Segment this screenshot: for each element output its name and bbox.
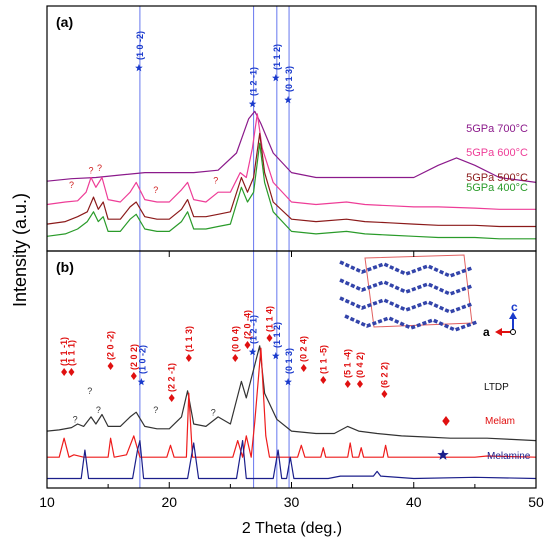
peak-label-melam-0-4-2: (0 4 2) [355, 352, 365, 378]
series-line-5gpa-600-c [46, 113, 536, 210]
question-mark-b-3: ? [153, 405, 158, 415]
question-mark-a-1: ? [89, 166, 94, 176]
series-line-ltdp [46, 345, 537, 442]
panel-a-frame [46, 5, 537, 252]
question-mark-b-1: ? [87, 386, 92, 396]
peak-label-melam-2-2-1: (2 2 -1) [167, 363, 177, 392]
peak-star-melamine-1-1-2-icon [272, 352, 280, 360]
peak-label-melam-1-1-1: (1 1 1) [66, 340, 76, 366]
peak-star-melamine-1-0-2-icon [137, 378, 146, 386]
peak-diamond-melam-0-0-4-icon [232, 354, 239, 362]
peak-diamond-melam-1-1-4-icon [266, 334, 273, 342]
question-mark-b-0: ? [73, 414, 78, 424]
peak-star-melamine-1-2-1-icon [248, 348, 257, 356]
series-label-5gpa-700-c: 5GPa 700°C [466, 123, 528, 135]
question-mark-a-3: ? [153, 185, 158, 195]
question-mark-b-4: ? [211, 407, 216, 417]
question-mark-a-0: ? [69, 180, 74, 190]
question-mark-a-2: ? [97, 163, 102, 173]
peak-diamond-melam-1-1-1-icon [68, 368, 75, 376]
question-mark-a-4: ? [213, 175, 218, 185]
peak-label-melam-1-1-1: (1 1 -1) [59, 337, 69, 366]
peak-diamond-melam-2-0-2-icon [130, 372, 137, 380]
x-tick-label-50: 50 [528, 494, 544, 510]
question-mark-b-2: ? [96, 405, 101, 415]
series-label-melamine: Melamine [487, 451, 531, 462]
x-axis-label: 2 Theta (deg.) [242, 520, 342, 537]
peak-label-a-0-1-3: (0 1 3) [284, 66, 294, 92]
peak-label-melamine-1-0-2: (1 0 -2) [137, 345, 147, 374]
peak-diamond-melam-6-2-2-icon [381, 390, 388, 398]
plot-lines-layer [46, 6, 537, 488]
series-label-melam: Melam [485, 416, 515, 427]
series-line-5gpa-500-c [46, 132, 536, 228]
peak-label-a-1-2-1: (1 2 -1) [249, 67, 259, 96]
panel-b-label: (b) [56, 259, 74, 275]
series-line-5gpa-700-c [46, 110, 537, 183]
peak-label-melamine-0-1-3: (0 1 3) [284, 348, 294, 374]
peak-label-melam-1-1-5: (1 1 -5) [318, 345, 328, 374]
peak-star-a-1-0-2-icon [135, 64, 143, 72]
peak-diamond-melam-5-1-4-icon [344, 380, 351, 388]
peak-diamond-melam-1-1-3-icon [185, 354, 192, 362]
x-tick-label-20: 20 [161, 494, 177, 510]
peak-label-melamine-1-2-1: (1 2 -1) [249, 315, 259, 344]
peak-star-melamine-0-1-3-icon [284, 378, 292, 386]
melam-legend-diamond-icon [442, 416, 450, 426]
inset-chain [339, 278, 473, 296]
peak-diamond-melam-0-2-4-icon [300, 364, 307, 372]
melamine-legend-star-icon [437, 449, 449, 460]
series-line-melam [47, 347, 537, 458]
axis-c-label: c [511, 300, 518, 314]
peak-label-a-1-1-2: (1 1 2) [272, 44, 282, 70]
peak-diamond-melam-2-2-1-icon [168, 394, 175, 402]
peak-label-melam-0-0-4: (0 0 4) [230, 326, 240, 352]
peak-label-melam-2-0-2: (2 0 2) [129, 344, 139, 370]
peak-diamond-melam-1-1-5-icon [320, 376, 327, 384]
peak-label-melam-1-1-4: (1 1 4) [264, 306, 274, 332]
x-tick-label-10: 10 [39, 494, 55, 510]
peak-label-melam-1-1-3: (1 1 3) [184, 326, 194, 352]
peak-diamond-melam-1-1-1-icon [61, 368, 68, 376]
series-label-ltdp: LTDP [484, 382, 509, 393]
inset-chain [339, 260, 473, 278]
inset-chain [344, 314, 478, 332]
peak-label-melam-2-0-2: (2 0 -2) [106, 331, 116, 360]
series-label-5gpa-400-c: 5GPa 400°C [466, 182, 528, 194]
axis-c-arrowhead-icon [509, 312, 517, 319]
peak-label-melam-2-0-4: (2 0 -4) [242, 310, 252, 339]
peak-label-melam-0-2-4: (0 2 4) [299, 336, 309, 362]
x-tick-label-40: 40 [406, 494, 422, 510]
series-line-5gpa-400-c [46, 142, 536, 240]
peak-star-a-0-1-3-icon [284, 96, 292, 104]
peak-label-melam-6-2-2: (6 2 2) [379, 362, 389, 388]
x-axis: 10 20 30 40 50 [39, 251, 544, 510]
peak-label-melamine-1-1-2: (1 1 2) [272, 322, 282, 348]
y-axis-label: Intensity (a.u.) [10, 193, 30, 307]
axis-a-label: a [483, 325, 490, 339]
peak-diamond-melam-2-0-2-icon [107, 362, 114, 370]
peak-label-a-1-0-2: (1 0 -2) [135, 31, 145, 60]
axis-origin-icon [510, 329, 516, 335]
series-label-5gpa-600-c: 5GPa 600°C [466, 147, 528, 159]
inset-chain [339, 296, 473, 314]
peak-star-a-1-1-2-icon [272, 74, 280, 82]
peak-diamond-melam-0-4-2-icon [356, 380, 363, 388]
series-label-5gpa-500-c: 5GPa 500°C [466, 172, 528, 184]
crystal-inset: c a [339, 254, 518, 339]
panel-a-label: (a) [56, 14, 73, 30]
x-tick-label-30: 30 [284, 494, 300, 510]
peak-star-a-1-2-1-icon [248, 100, 257, 108]
peak-label-melam-5-1-4: (5 1 -4) [343, 349, 353, 378]
series-line-melamine [47, 440, 537, 480]
peak-diamond-melam-2-0-4-icon [244, 341, 251, 349]
axis-a-arrowhead-icon [495, 328, 502, 336]
